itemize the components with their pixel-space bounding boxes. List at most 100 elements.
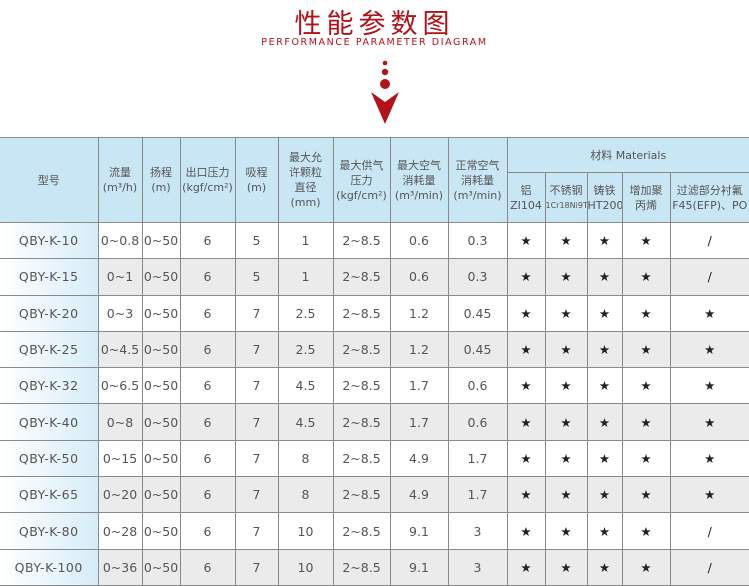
model-cell: QBY-K-100: [0, 548, 99, 586]
table-cell: 0~20: [97, 476, 143, 514]
table-cell: 4.5: [277, 403, 334, 441]
material-cn: 不锈钢: [549, 183, 583, 197]
table-cell: ★: [621, 221, 671, 260]
table-row: QBY-K-50 0~15 0~50 6 7 8 2~8.5 4.9 1.7 ★ ★ ★ ★ ★: [0, 439, 749, 478]
table-cell: ★: [586, 221, 623, 260]
table-cell: 5: [234, 258, 279, 296]
table-cell: ★: [586, 294, 623, 332]
material-cn: 过滤部分衬氟: [676, 183, 743, 197]
table-cell: ★: [506, 548, 546, 586]
table-cell: 2~8.5: [332, 548, 391, 586]
table-cell: 1: [277, 221, 334, 260]
table-row: QBY-K-15 0~1 0~50 6 5 1 2~8.5 0.6 0.3 ★ ★ ★ ★ /: [0, 258, 749, 296]
table-cell: 7: [234, 367, 279, 405]
table-cell: 2~8.5: [332, 439, 391, 478]
column-header: 最大空气消耗量 (m³/min): [389, 137, 449, 223]
column-header-cn: 最大允许颗粒直径: [289, 151, 322, 194]
table-cell: ★: [669, 439, 749, 478]
table-cell: ★: [544, 548, 588, 586]
table-cell: 2.5: [277, 294, 334, 332]
table-cell: 7: [234, 548, 279, 586]
table-cell: 0~50: [141, 439, 181, 478]
table-row: QBY-K-20 0~3 0~50 6 7 2.5 2~8.5 1.2 0.45 ★ ★ ★ ★ ★: [0, 294, 749, 332]
model-cell: QBY-K-80: [0, 512, 99, 550]
material-code: ZI104: [510, 198, 542, 212]
model-cell: QBY-K-10: [0, 221, 99, 260]
table-cell: 1.7: [447, 476, 508, 514]
column-header-cn: 正常空气消耗量: [455, 158, 500, 187]
table-cell: 3: [447, 512, 508, 550]
materials-header: 材料 Materials: [506, 137, 749, 173]
table-cell: 1.2: [389, 330, 449, 369]
column-header: 流量 (m³/h): [97, 137, 143, 223]
column-header: 吸程 (m): [234, 137, 279, 223]
table-cell: ★: [586, 548, 623, 586]
table-cell: 2.5: [277, 330, 334, 369]
table-cell: ★: [544, 439, 588, 478]
column-header-cn: 型号: [37, 173, 60, 187]
table-cell: ★: [621, 476, 671, 514]
table-cell: ★: [586, 403, 623, 441]
table-cell: ★: [669, 367, 749, 405]
material-code: F45(EFP)、PO: [672, 198, 748, 212]
table-row: QBY-K-10 0~0.8 0~50 6 5 1 2~8.5 0.6 0.3 ★ ★ ★ ★ /: [0, 221, 749, 260]
table-cell: ★: [506, 258, 546, 296]
table-cell: 9.1: [389, 512, 449, 550]
table-cell: 0~50: [141, 403, 181, 441]
table-cell: ★: [621, 294, 671, 332]
table-cell: ★: [669, 294, 749, 332]
table-cell: 6: [179, 439, 236, 478]
table-cell: ★: [621, 258, 671, 296]
table-cell: 0~8: [97, 403, 143, 441]
table-cell: 4.5: [277, 367, 334, 405]
table-cell: 6: [179, 403, 236, 441]
table-cell: ★: [506, 403, 546, 441]
column-header: 扬程 (m): [141, 137, 181, 223]
table-cell: ★: [669, 330, 749, 369]
table-cell: ★: [544, 367, 588, 405]
table-cell: 7: [234, 512, 279, 550]
table-cell: ★: [544, 294, 588, 332]
material-header: 不锈钢 1Cr18Ni9Ti: [544, 172, 588, 223]
table-cell: 4.9: [389, 439, 449, 478]
table-cell: 0~15: [97, 439, 143, 478]
table-cell: 0~50: [141, 548, 181, 586]
material-cn: 铝: [520, 183, 532, 197]
table-cell: 8: [277, 476, 334, 514]
column-header-cn: 流量: [109, 166, 131, 179]
table-cell: /: [669, 258, 749, 296]
table-cell: 2~8.5: [332, 258, 391, 296]
column-header-unit: (m): [246, 181, 267, 194]
down-arrow-icon: [371, 60, 399, 124]
table-cell: 7: [234, 330, 279, 369]
table-cell: 0.45: [447, 330, 508, 369]
table-cell: ★: [621, 548, 671, 586]
table-cell: 2~8.5: [332, 330, 391, 369]
table-cell: 0~50: [141, 258, 181, 296]
table-cell: 7: [234, 476, 279, 514]
table-cell: 0~50: [141, 294, 181, 332]
table-cell: 8: [277, 439, 334, 478]
column-header-unit: (m³/h): [102, 181, 138, 194]
table-cell: 1.2: [389, 294, 449, 332]
table-cell: 2~8.5: [332, 512, 391, 550]
table-cell: 0.6: [447, 403, 508, 441]
table-cell: 0.45: [447, 294, 508, 332]
table-cell: ★: [506, 476, 546, 514]
material-header: 铸铁 HT200: [586, 172, 623, 223]
table-cell: 0~50: [141, 512, 181, 550]
table-cell: ★: [506, 221, 546, 260]
table-cell: 0.6: [389, 221, 449, 260]
table-row: QBY-K-40 0~8 0~50 6 7 4.5 2~8.5 1.7 0.6 ★ ★ ★ ★ ★: [0, 403, 749, 441]
column-header-unit: (m³/min): [453, 188, 502, 202]
material-code: HT200: [587, 198, 622, 212]
table-cell: 0~6.5: [97, 367, 143, 405]
model-cell: QBY-K-15: [0, 258, 99, 296]
table-cell: 6: [179, 294, 236, 332]
column-header-unit: (mm): [290, 196, 321, 209]
table-cell: 3: [447, 548, 508, 586]
model-cell: QBY-K-50: [0, 439, 99, 478]
column-header: 最大允许颗粒直径 (mm): [277, 137, 334, 223]
table-cell: 6: [179, 258, 236, 296]
table-cell: 1: [277, 258, 334, 296]
